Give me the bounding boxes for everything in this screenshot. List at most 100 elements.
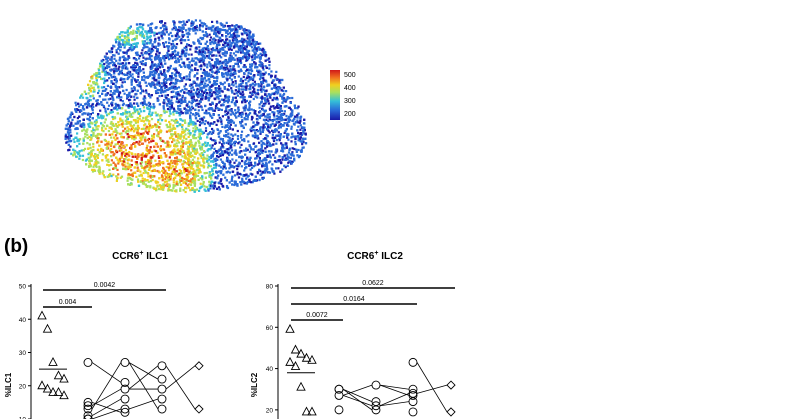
- tsne-event: [145, 127, 148, 130]
- tsne-event: [204, 97, 207, 100]
- tsne-event: [155, 150, 158, 153]
- tsne-event: [75, 110, 78, 113]
- tsne-event: [292, 122, 296, 125]
- tsne-event: [171, 39, 175, 42]
- tsne-event: [152, 49, 155, 52]
- tsne-event: [208, 33, 211, 36]
- tsne-event: [230, 139, 233, 142]
- tsne-event: [206, 66, 209, 69]
- tsne-event: [190, 178, 193, 181]
- tsne-event: [235, 85, 238, 88]
- tsne-event: [271, 133, 274, 136]
- tsne-event: [208, 158, 211, 161]
- tsne-event: [160, 90, 163, 93]
- tsne-event: [172, 27, 175, 30]
- tsne-event: [88, 162, 91, 165]
- tsne-event: [262, 138, 265, 141]
- tsne-event: [228, 84, 231, 87]
- tsne-event: [135, 45, 138, 48]
- tsne-event: [162, 57, 165, 60]
- tsne-event: [189, 120, 192, 123]
- tsne-event: [285, 157, 288, 160]
- tsne-event: [270, 70, 273, 73]
- tsne-event: [129, 75, 132, 78]
- tsne-event: [193, 180, 196, 183]
- tsne-event: [235, 50, 238, 53]
- tsne-event: [197, 84, 201, 87]
- tsne-event: [76, 108, 79, 111]
- tsne-event: [258, 78, 262, 81]
- tsne-event: [271, 119, 274, 122]
- tsne-event: [102, 58, 105, 62]
- tsne-event: [217, 186, 221, 189]
- tsne-event: [225, 130, 228, 134]
- tsne-event: [144, 163, 148, 166]
- tsne-event: [229, 52, 232, 55]
- tsne-event: [92, 90, 95, 93]
- tsne-event: [156, 169, 159, 173]
- tsne-event: [199, 132, 202, 135]
- tsne-event: [192, 167, 195, 171]
- tsne-event: [249, 128, 252, 131]
- tsne-event: [241, 79, 245, 83]
- tsne-event: [146, 138, 149, 141]
- tsne-event: [215, 123, 218, 126]
- tsne-event: [167, 99, 170, 102]
- tsne-event: [286, 124, 289, 127]
- tsne-event: [225, 108, 228, 111]
- tsne-event: [148, 35, 151, 39]
- tsne-event: [236, 171, 239, 174]
- tsne-event: [209, 187, 212, 190]
- tsne-event: [88, 80, 92, 83]
- tsne-event: [299, 124, 302, 127]
- tsne-event: [177, 111, 180, 114]
- tsne-event: [76, 140, 79, 143]
- tsne-event: [157, 118, 160, 122]
- tsne-event: [172, 113, 175, 116]
- tsne-event: [266, 123, 269, 126]
- tsne-event: [157, 44, 160, 47]
- tsne-event: [180, 21, 183, 24]
- tsne-event: [91, 170, 95, 173]
- tsne-event: [278, 160, 281, 163]
- tsne-event: [163, 81, 166, 84]
- tsne-event: [101, 124, 104, 127]
- tsne-event: [238, 150, 241, 153]
- tsne-event: [180, 29, 183, 32]
- tsne-event: [221, 143, 224, 146]
- tsne-event: [203, 188, 206, 191]
- tsne-event: [286, 153, 289, 156]
- tsne-event: [277, 91, 280, 94]
- tsne-event: [243, 45, 246, 48]
- tsne-heatmap: [64, 19, 308, 194]
- tsne-event: [192, 127, 195, 130]
- tsne-event: [126, 177, 129, 180]
- tsne-event: [202, 183, 205, 186]
- tsne-event: [230, 108, 233, 111]
- tsne-event: [220, 182, 223, 185]
- tsne-event: [223, 86, 226, 89]
- tsne-event: [136, 63, 139, 66]
- tsne-event: [171, 127, 174, 130]
- tsne-event: [104, 107, 107, 110]
- tsne-event: [182, 139, 185, 142]
- tsne-event: [193, 169, 196, 172]
- tsne-event: [179, 159, 182, 162]
- tsne-event: [88, 116, 92, 119]
- tsne-event: [140, 156, 143, 159]
- tsne-event: [212, 131, 215, 134]
- tsne-event: [125, 104, 128, 107]
- tsne-event: [283, 147, 286, 150]
- tsne-event: [175, 61, 178, 64]
- tsne-event: [201, 94, 204, 97]
- tsne-event: [227, 89, 230, 92]
- tsne-event: [88, 88, 91, 92]
- tsne-event: [210, 51, 213, 54]
- tsne-event: [258, 162, 261, 165]
- tsne-event: [231, 41, 234, 44]
- tsne-event: [268, 126, 271, 129]
- tsne-event: [102, 125, 106, 128]
- tsne-event: [201, 57, 204, 60]
- tsne-event: [212, 139, 215, 142]
- tsne-event: [237, 69, 240, 73]
